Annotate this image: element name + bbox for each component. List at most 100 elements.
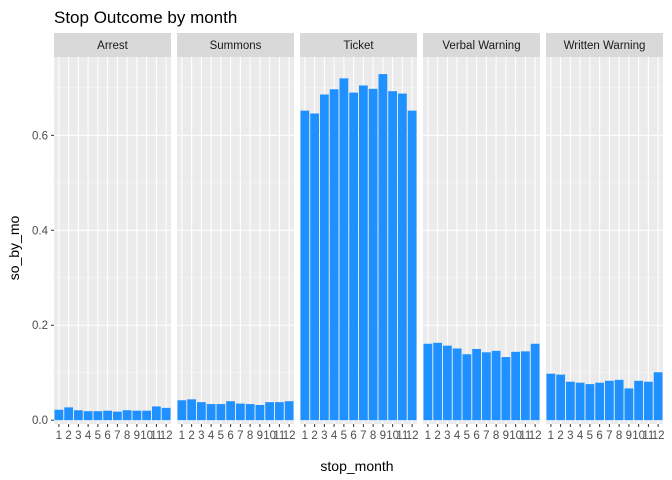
facet-strip-label: Written Warning (564, 40, 646, 52)
bar (300, 110, 310, 421)
x-tick-label: 5 (341, 430, 347, 442)
panel-background (300, 57, 417, 424)
x-tick-label: 8 (370, 430, 376, 442)
x-tick-label: 6 (596, 430, 602, 442)
x-tick-label: 4 (85, 430, 92, 442)
y-tick-label: 0.2 (32, 320, 48, 332)
bar (83, 411, 93, 421)
x-tick-label: 4 (208, 430, 215, 442)
x-tick-label: 11 (519, 430, 531, 442)
bar (624, 388, 634, 421)
x-tick-label: 7 (237, 430, 243, 442)
bar (274, 402, 284, 421)
bar (122, 410, 132, 421)
facet-strip-label: Verbal Warning (442, 40, 520, 52)
bar (546, 373, 556, 421)
bar (216, 404, 226, 421)
x-tick-label: 6 (227, 430, 233, 442)
bar (433, 342, 443, 421)
x-tick-label: 12 (283, 430, 296, 442)
x-tick-label: 9 (380, 430, 386, 442)
panel-background (54, 57, 171, 424)
facet-strip (546, 33, 663, 57)
bar (54, 409, 64, 421)
x-tick-label: 8 (616, 430, 622, 442)
x-tick-label: 12 (406, 430, 419, 442)
bar (604, 380, 614, 421)
x-axis-title: stop_month (320, 458, 393, 474)
x-tick-label: 10 (140, 430, 153, 442)
y-axis-title: so_by_mo (6, 215, 22, 280)
bar (329, 89, 339, 421)
bar (177, 400, 187, 421)
x-tick-label: 7 (483, 430, 489, 442)
bar (452, 348, 462, 421)
facet-strip (177, 33, 294, 57)
x-tick-label: 10 (263, 430, 276, 442)
x-tick-label: 2 (434, 430, 440, 442)
x-tick-label: 1 (302, 430, 308, 442)
x-tick-label: 8 (493, 430, 499, 442)
bar (575, 382, 585, 421)
panel-background (177, 57, 294, 424)
x-tick-label: 3 (567, 430, 573, 442)
bar (397, 93, 407, 421)
x-tick-label: 4 (331, 430, 338, 442)
x-tick-label: 11 (273, 430, 285, 442)
x-tick-label: 8 (247, 430, 253, 442)
x-tick-label: 10 (386, 430, 399, 442)
bar (481, 352, 491, 421)
x-tick-label: 6 (350, 430, 356, 442)
x-tick-label: 9 (257, 430, 263, 442)
bar (235, 403, 245, 421)
bar (407, 110, 417, 421)
x-tick-label: 5 (587, 430, 593, 442)
x-tick-label: 5 (95, 430, 101, 442)
x-tick-label: 7 (360, 430, 366, 442)
x-tick-label: 10 (509, 430, 522, 442)
x-tick-label: 7 (606, 430, 612, 442)
bar (388, 91, 398, 421)
bar (368, 88, 378, 421)
x-tick-label: 12 (529, 430, 542, 442)
bar (501, 357, 511, 421)
facet-strip (54, 33, 171, 57)
bar (103, 410, 113, 421)
x-tick-label: 8 (124, 430, 130, 442)
x-tick-label: 5 (464, 430, 470, 442)
bar (93, 411, 103, 421)
bar (349, 92, 359, 421)
x-tick-label: 3 (75, 430, 81, 442)
bar (423, 343, 433, 421)
chart-title: Stop Outcome by month (54, 8, 237, 27)
bar (643, 381, 653, 421)
y-tick-label: 0.0 (32, 415, 48, 427)
facet-strip-label: Summons (210, 40, 262, 52)
y-tick-label: 0.6 (32, 130, 48, 142)
bar (530, 343, 540, 421)
x-tick-label: 12 (160, 430, 173, 442)
x-tick-label: 9 (134, 430, 140, 442)
bar (520, 351, 530, 421)
bar (462, 354, 472, 421)
facet-strip-label: Arrest (97, 40, 128, 52)
x-tick-label: 3 (444, 430, 450, 442)
x-tick-label: 7 (114, 430, 120, 442)
bar (206, 404, 216, 421)
x-tick-label: 3 (198, 430, 204, 442)
x-tick-label: 2 (65, 430, 71, 442)
x-tick-label: 5 (218, 430, 224, 442)
bar (112, 411, 122, 421)
x-tick-label: 1 (179, 430, 185, 442)
bar (585, 384, 595, 421)
x-tick-label: 1 (548, 430, 554, 442)
x-tick-label: 2 (188, 430, 194, 442)
bar (142, 410, 152, 421)
